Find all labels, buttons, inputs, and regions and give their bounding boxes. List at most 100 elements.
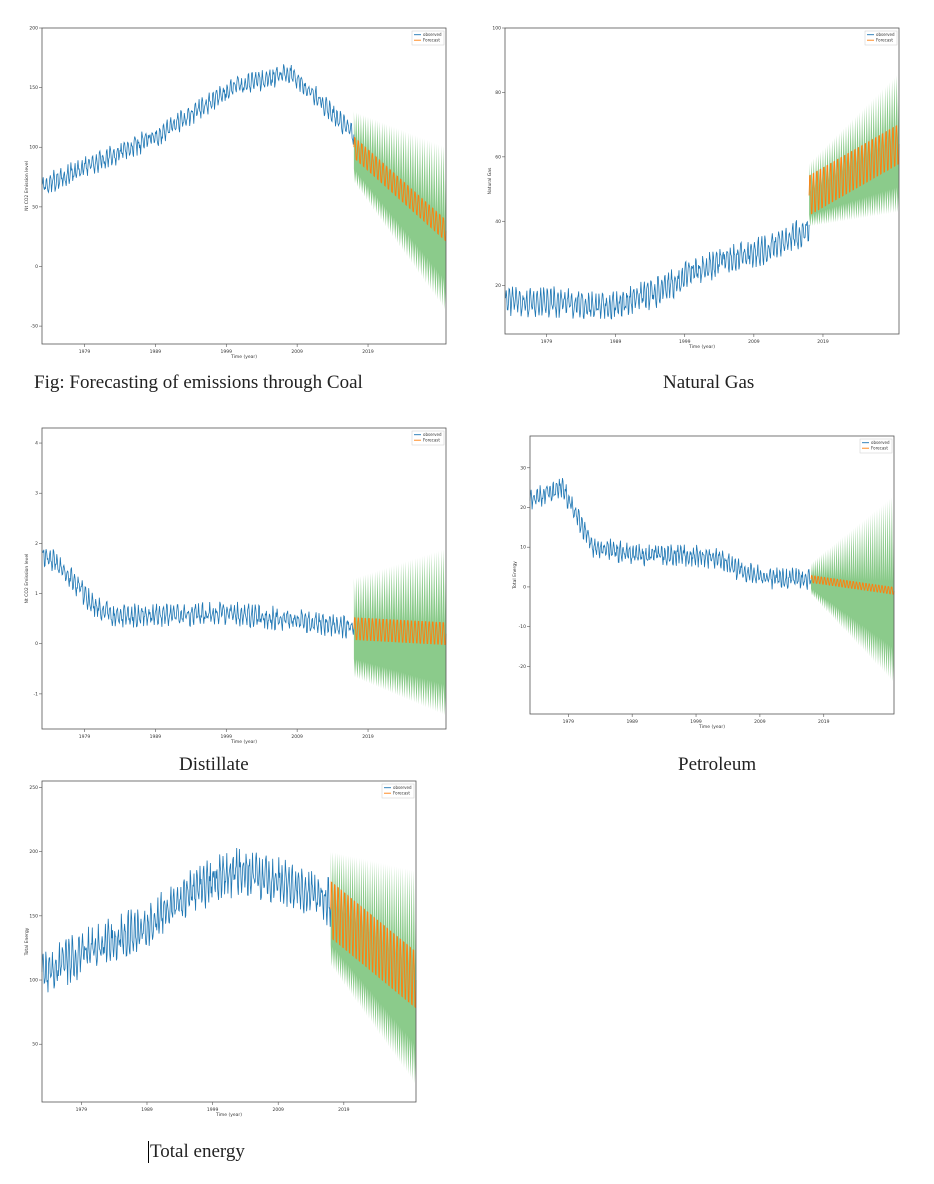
- y-tick-label: -50: [31, 324, 38, 330]
- y-tick-label: 60: [495, 154, 501, 160]
- y-tick-label: 200: [29, 26, 38, 32]
- chart-petroleum: 1979 1989 1999 2009 2019 -20 -10 0 10 20 30 Time (y…: [508, 428, 898, 730]
- x-axis-label: Time (year): [698, 724, 725, 730]
- chart-svg: 1979 1989 1999 2009 2019 -1 0 1 2 3 4 Time (year) Nt…: [24, 427, 447, 745]
- confidence-band: [811, 495, 894, 682]
- x-tick-label: 1989: [150, 349, 162, 355]
- x-tick-label: 2009: [754, 719, 766, 725]
- caption-petroleum: Petroleum: [678, 754, 757, 775]
- plot-frame: [504, 27, 900, 335]
- chart-svg: 1979 1989 1999 2009 2019 20 40 60 80 100 Time (yea…: [487, 26, 900, 350]
- y-tick-label: -1: [34, 691, 39, 697]
- x-tick-label: 1999: [221, 349, 233, 355]
- x-tick-label: 2019: [338, 1107, 350, 1113]
- x-tick-label: 1989: [150, 734, 162, 740]
- y-tick-label: 250: [29, 785, 38, 791]
- x-tick-label: 2019: [818, 719, 830, 725]
- x-axis-label: Time (year): [688, 344, 715, 350]
- y-tick-label: 3: [35, 491, 38, 497]
- x-tick-label: 1979: [79, 734, 91, 740]
- y-tick-label: 50: [32, 1042, 38, 1048]
- y-tick-label: 2: [35, 541, 38, 547]
- observed-series: [41, 64, 355, 194]
- caption-total[interactable]: Total energy: [150, 1141, 245, 1162]
- y-tick-label: 1: [35, 591, 38, 597]
- caption-natural-gas: Natural Gas: [663, 372, 755, 393]
- x-tick-label: 1989: [626, 719, 638, 725]
- forecast-series: [353, 617, 447, 645]
- y-tick-label: 150: [29, 913, 38, 919]
- y-tick-label: 0: [35, 264, 38, 270]
- chart-distillate: 1979 1989 1999 2009 2019 -1 0 1 2 3 4 Time (year) Nt…: [20, 420, 450, 745]
- legend-label: observed: [423, 32, 442, 37]
- legend-label: Forecast: [871, 446, 888, 451]
- x-tick-label: 2019: [362, 734, 374, 740]
- x-tick-label: 2009: [291, 734, 303, 740]
- x-tick-label: 1979: [76, 1107, 88, 1113]
- observed-series: [529, 477, 812, 590]
- plot-frame: [41, 780, 417, 1103]
- x-tick-label: 1979: [541, 339, 553, 345]
- y-axis-label: Total Energy: [512, 561, 518, 590]
- caption-coal: Fig: Forecasting of emissions through Co…: [34, 372, 363, 393]
- chart-coal: 1979 1989 1999 2009 2019 -50 0 50 100 150 200 Time …: [20, 20, 450, 360]
- forecast-series: [353, 136, 447, 242]
- plot-frame: [529, 435, 895, 715]
- y-tick-label: 0: [35, 641, 38, 647]
- y-axis-label: Total Energy: [24, 927, 30, 956]
- y-tick-label: 100: [492, 26, 501, 32]
- text-cursor: [148, 1141, 149, 1163]
- y-tick-label: 20: [495, 283, 501, 289]
- legend-label: Forecast: [423, 438, 440, 443]
- y-tick-label: 150: [29, 85, 38, 91]
- y-tick-label: 0: [523, 584, 526, 590]
- chart-svg: 1979 1989 1999 2009 2019 -20 -10 0 10 20 30 Time (y…: [512, 435, 895, 730]
- y-tick-label: 50: [32, 204, 38, 210]
- legend-label: observed: [423, 432, 442, 437]
- y-tick-label: 40: [495, 219, 501, 225]
- y-tick-label: 100: [29, 145, 38, 151]
- x-axis-label: Time (year): [215, 1112, 242, 1118]
- x-tick-label: 1989: [610, 339, 622, 345]
- plot-frame: [41, 427, 447, 730]
- x-tick-label: 1979: [79, 349, 91, 355]
- x-tick-label: 2009: [291, 349, 303, 355]
- x-tick-label: 1999: [690, 719, 702, 725]
- x-tick-label: 1989: [141, 1107, 153, 1113]
- forecast-series: [808, 125, 900, 215]
- legend-label: Forecast: [393, 791, 410, 796]
- chart-svg: 1979 1989 1999 2009 2019 -50 0 50 100 150 200 Time …: [24, 26, 447, 360]
- x-tick-label: 1999: [207, 1107, 219, 1113]
- x-axis-label: Time (year): [230, 354, 257, 360]
- legend-label: observed: [876, 32, 895, 37]
- chart-svg: 1979 1989 1999 2009 2019 50 100 150 200 250 Time (…: [24, 780, 417, 1118]
- y-tick-label: 80: [495, 90, 501, 96]
- y-tick-label: -20: [519, 664, 526, 670]
- legend-label: Forecast: [423, 38, 440, 43]
- y-tick-label: 100: [29, 978, 38, 984]
- observed-series: [41, 847, 332, 993]
- forecast-series: [810, 575, 895, 595]
- y-tick-label: -10: [519, 624, 526, 630]
- x-tick-label: 1979: [563, 719, 575, 725]
- y-axis-label: Nt CO2 Emission level: [24, 161, 30, 211]
- y-axis-label: Nt CO2 Emission level: [24, 554, 30, 604]
- y-tick-label: 200: [29, 849, 38, 855]
- x-tick-label: 2009: [748, 339, 760, 345]
- chart-natural-gas: 1979 1989 1999 2009 2019 20 40 60 80 100 Time (yea…: [483, 20, 903, 350]
- observed-series: [41, 549, 355, 639]
- legend-label: observed: [393, 785, 412, 790]
- y-axis-label: Natural Gas: [487, 167, 493, 194]
- observed-series: [504, 220, 810, 320]
- legend-label: Forecast: [876, 38, 893, 43]
- x-tick-label: 2019: [362, 349, 374, 355]
- y-tick-label: 20: [520, 505, 526, 511]
- x-axis-label: Time (year): [230, 739, 257, 745]
- plot-frame: [41, 27, 447, 345]
- x-tick-label: 1999: [679, 339, 691, 345]
- x-tick-label: 1999: [221, 734, 233, 740]
- chart-total: 1979 1989 1999 2009 2019 50 100 150 200 250 Time (…: [20, 773, 420, 1118]
- y-tick-label: 10: [520, 545, 526, 551]
- x-tick-label: 2009: [272, 1107, 284, 1113]
- y-tick-label: 30: [520, 465, 526, 471]
